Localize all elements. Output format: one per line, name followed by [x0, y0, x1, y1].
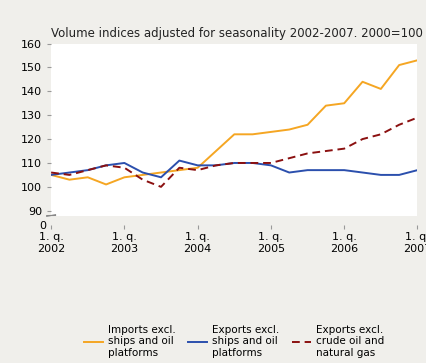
Legend: Imports excl.
ships and oil
platforms, Exports excl.
ships and oil
platforms, Ex: Imports excl. ships and oil platforms, E… [84, 325, 384, 358]
Text: Volume indices adjusted for seasonality 2002-2007. 2000=100: Volume indices adjusted for seasonality … [51, 26, 423, 40]
